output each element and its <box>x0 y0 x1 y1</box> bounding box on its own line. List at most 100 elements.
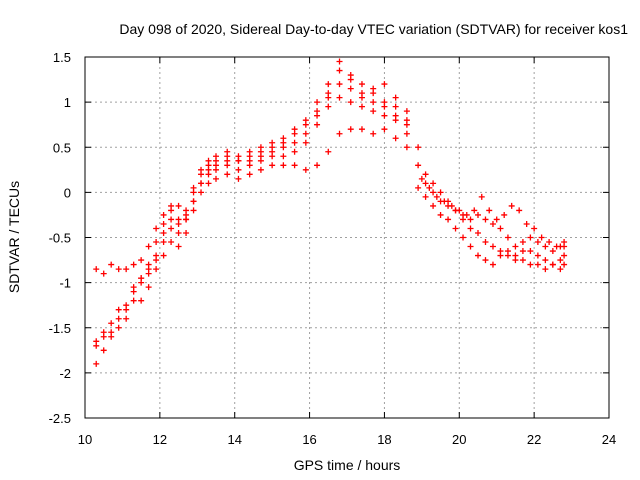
data-point <box>175 243 182 250</box>
data-point <box>370 108 377 115</box>
data-point <box>145 284 152 291</box>
data-point <box>153 239 160 246</box>
data-point <box>460 234 467 241</box>
x-tick-label: 18 <box>377 432 391 447</box>
data-point <box>358 103 365 110</box>
data-point <box>392 112 399 119</box>
data-point <box>160 220 167 227</box>
data-point <box>123 315 130 322</box>
data-point <box>467 225 474 232</box>
data-point <box>456 207 463 214</box>
data-point <box>561 252 568 259</box>
series-track-4 <box>93 81 410 345</box>
data-point <box>269 139 276 146</box>
data-point <box>471 207 478 214</box>
data-point <box>198 171 205 178</box>
data-point <box>314 162 321 169</box>
data-point <box>504 248 511 255</box>
series-track-6 <box>415 144 568 273</box>
data-point <box>93 338 100 345</box>
data-point <box>534 261 541 268</box>
chart-title: Day 098 of 2020, Sidereal Day-to-day VTE… <box>119 21 628 37</box>
data-point <box>145 266 152 273</box>
data-point <box>336 81 343 88</box>
y-tick-label: -1.5 <box>49 321 71 336</box>
data-point <box>347 99 354 106</box>
data-point <box>403 121 410 128</box>
data-point <box>475 252 481 259</box>
data-point <box>175 220 182 227</box>
data-point <box>205 171 212 178</box>
data-point <box>205 180 212 187</box>
data-point <box>302 139 309 146</box>
y-axis-label: SDTVAR / TECUs <box>6 181 22 293</box>
data-point <box>403 108 410 115</box>
data-point <box>370 99 377 106</box>
data-point <box>115 315 122 322</box>
data-point <box>542 266 549 273</box>
data-point <box>527 234 534 241</box>
axis-ticks <box>84 56 610 419</box>
data-point <box>557 266 564 273</box>
data-point <box>168 207 175 214</box>
data-point <box>512 252 519 259</box>
data-point <box>235 157 242 164</box>
data-point <box>168 239 175 246</box>
data-point <box>486 207 493 214</box>
y-tick-label: 0.5 <box>53 140 71 155</box>
data-point <box>463 211 470 218</box>
data-point <box>557 257 564 264</box>
data-point <box>512 243 519 250</box>
data-point <box>108 333 115 340</box>
data-point <box>115 266 122 273</box>
data-point <box>302 130 309 137</box>
y-tick-label: -1 <box>59 276 71 291</box>
y-tick-label: -2.5 <box>49 411 71 426</box>
x-tick-label: 14 <box>227 432 241 447</box>
series-track-5 <box>138 126 410 304</box>
data-point <box>257 153 264 160</box>
data-point <box>542 243 549 250</box>
data-point <box>493 216 500 223</box>
x-tick-label: 22 <box>527 432 541 447</box>
data-point <box>325 148 332 155</box>
data-point <box>93 266 100 273</box>
grid <box>85 57 609 418</box>
data-point <box>269 162 276 169</box>
x-tick-label: 20 <box>452 432 466 447</box>
data-point <box>519 257 526 264</box>
data-point <box>190 189 197 196</box>
data-point <box>100 270 107 277</box>
data-point <box>426 184 433 191</box>
data-point <box>549 261 556 268</box>
data-point <box>336 130 343 137</box>
data-point <box>437 211 444 218</box>
series-track-7 <box>415 162 568 255</box>
data-point <box>482 257 489 264</box>
data-point <box>392 103 399 110</box>
data-point <box>523 220 530 227</box>
data-point <box>467 216 474 223</box>
data-point <box>198 180 205 187</box>
data-point <box>325 81 332 88</box>
data-point <box>235 175 242 182</box>
data-point <box>475 229 481 236</box>
data-point <box>561 243 568 250</box>
series-track-8 <box>415 184 568 273</box>
data-point <box>160 229 167 236</box>
data-point <box>145 243 152 250</box>
data-point <box>381 81 388 88</box>
y-tick-label: -2 <box>59 366 71 381</box>
data-point <box>224 171 231 178</box>
x-tick-label: 24 <box>602 432 616 447</box>
data-point <box>175 202 182 209</box>
data-point <box>422 171 429 178</box>
data-point <box>115 306 122 313</box>
data-point <box>291 162 298 169</box>
data-point <box>542 257 549 264</box>
data-point <box>497 225 504 232</box>
data-point <box>325 94 332 101</box>
data-point <box>235 166 242 173</box>
